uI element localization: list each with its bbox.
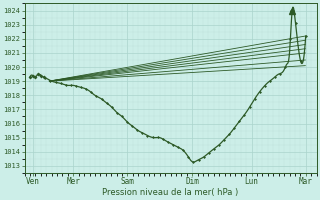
- X-axis label: Pression niveau de la mer( hPa ): Pression niveau de la mer( hPa ): [102, 188, 239, 197]
